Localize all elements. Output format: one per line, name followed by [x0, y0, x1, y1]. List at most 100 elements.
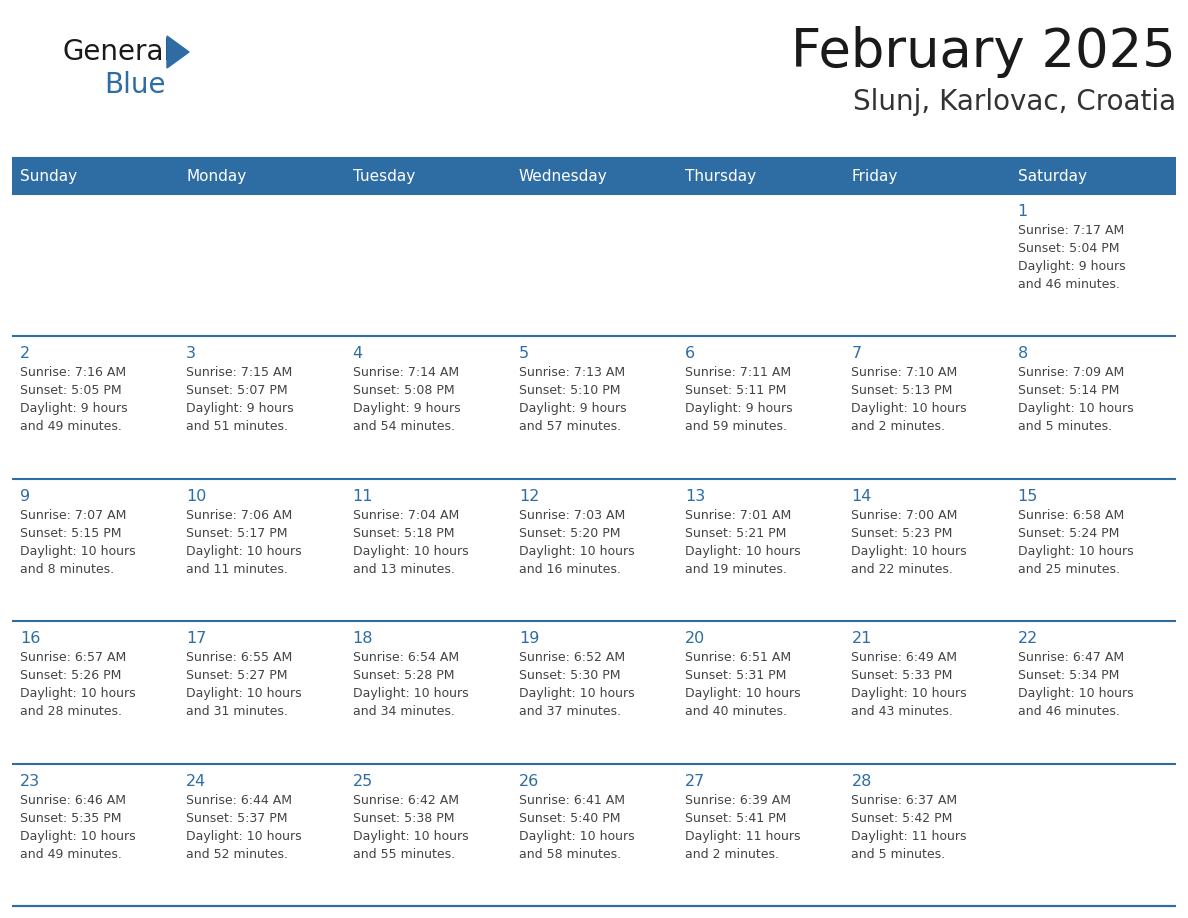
Text: Daylight: 10 hours: Daylight: 10 hours	[187, 688, 302, 700]
Text: and 5 minutes.: and 5 minutes.	[1018, 420, 1112, 433]
Text: and 34 minutes.: and 34 minutes.	[353, 705, 455, 718]
Text: and 2 minutes.: and 2 minutes.	[852, 420, 946, 433]
Text: Daylight: 10 hours: Daylight: 10 hours	[353, 830, 468, 843]
Text: Daylight: 10 hours: Daylight: 10 hours	[1018, 402, 1133, 416]
Text: 10: 10	[187, 488, 207, 504]
Text: Sunrise: 7:01 AM: Sunrise: 7:01 AM	[685, 509, 791, 521]
Text: Sunset: 5:17 PM: Sunset: 5:17 PM	[187, 527, 287, 540]
Text: 4: 4	[353, 346, 362, 362]
Text: Slunj, Karlovac, Croatia: Slunj, Karlovac, Croatia	[853, 88, 1176, 116]
Text: 11: 11	[353, 488, 373, 504]
Text: Sunset: 5:27 PM: Sunset: 5:27 PM	[187, 669, 287, 682]
Bar	[12, 158, 1176, 194]
Text: 12: 12	[519, 488, 539, 504]
Text: and 57 minutes.: and 57 minutes.	[519, 420, 621, 433]
Text: Sunset: 5:08 PM: Sunset: 5:08 PM	[353, 385, 454, 397]
Text: Sunrise: 6:39 AM: Sunrise: 6:39 AM	[685, 793, 791, 807]
Text: and 51 minutes.: and 51 minutes.	[187, 420, 289, 433]
Text: Sunrise: 7:09 AM: Sunrise: 7:09 AM	[1018, 366, 1124, 379]
Text: Daylight: 10 hours: Daylight: 10 hours	[20, 830, 135, 843]
Text: and 46 minutes.: and 46 minutes.	[1018, 705, 1119, 718]
Text: and 8 minutes.: and 8 minutes.	[20, 563, 114, 576]
Text: Saturday: Saturday	[1018, 169, 1087, 184]
Text: and 31 minutes.: and 31 minutes.	[187, 705, 289, 718]
Text: Sunrise: 7:04 AM: Sunrise: 7:04 AM	[353, 509, 459, 521]
Text: and 37 minutes.: and 37 minutes.	[519, 705, 621, 718]
Text: Sunrise: 6:54 AM: Sunrise: 6:54 AM	[353, 651, 459, 665]
Text: Daylight: 10 hours: Daylight: 10 hours	[187, 830, 302, 843]
Text: Sunrise: 7:06 AM: Sunrise: 7:06 AM	[187, 509, 292, 521]
Text: 1: 1	[1018, 204, 1028, 219]
Text: Sunrise: 6:49 AM: Sunrise: 6:49 AM	[852, 651, 958, 665]
Text: Sunset: 5:04 PM: Sunset: 5:04 PM	[1018, 242, 1119, 255]
Text: Thursday: Thursday	[685, 169, 757, 184]
Text: 19: 19	[519, 632, 539, 646]
Text: Sunrise: 6:58 AM: Sunrise: 6:58 AM	[1018, 509, 1124, 521]
Text: Daylight: 10 hours: Daylight: 10 hours	[1018, 688, 1133, 700]
Text: Sunset: 5:23 PM: Sunset: 5:23 PM	[852, 527, 953, 540]
Text: and 2 minutes.: and 2 minutes.	[685, 847, 779, 860]
Text: Sunrise: 7:13 AM: Sunrise: 7:13 AM	[519, 366, 625, 379]
Text: and 22 minutes.: and 22 minutes.	[852, 563, 953, 576]
Text: Sunset: 5:26 PM: Sunset: 5:26 PM	[20, 669, 121, 682]
Text: Friday: Friday	[852, 169, 898, 184]
Polygon shape	[168, 36, 189, 68]
Text: Monday: Monday	[187, 169, 247, 184]
Text: Sunset: 5:31 PM: Sunset: 5:31 PM	[685, 669, 786, 682]
Text: Sunset: 5:30 PM: Sunset: 5:30 PM	[519, 669, 620, 682]
Text: Sunset: 5:38 PM: Sunset: 5:38 PM	[353, 812, 454, 824]
Text: Sunrise: 7:10 AM: Sunrise: 7:10 AM	[852, 366, 958, 379]
Text: Sunset: 5:14 PM: Sunset: 5:14 PM	[1018, 385, 1119, 397]
Text: 20: 20	[685, 632, 706, 646]
Text: Daylight: 10 hours: Daylight: 10 hours	[187, 544, 302, 558]
Text: Sunset: 5:10 PM: Sunset: 5:10 PM	[519, 385, 620, 397]
Bar	[12, 194, 1176, 906]
Text: 7: 7	[852, 346, 861, 362]
Text: and 13 minutes.: and 13 minutes.	[353, 563, 455, 576]
Text: and 16 minutes.: and 16 minutes.	[519, 563, 621, 576]
Text: Daylight: 10 hours: Daylight: 10 hours	[519, 688, 634, 700]
Text: Sunset: 5:41 PM: Sunset: 5:41 PM	[685, 812, 786, 824]
Text: Sunrise: 6:42 AM: Sunrise: 6:42 AM	[353, 793, 459, 807]
Text: and 28 minutes.: and 28 minutes.	[20, 705, 122, 718]
Text: Sunrise: 7:00 AM: Sunrise: 7:00 AM	[852, 509, 958, 521]
Text: Sunrise: 6:52 AM: Sunrise: 6:52 AM	[519, 651, 625, 665]
Text: 3: 3	[187, 346, 196, 362]
Text: Sunset: 5:11 PM: Sunset: 5:11 PM	[685, 385, 786, 397]
Text: and 5 minutes.: and 5 minutes.	[852, 847, 946, 860]
Text: and 59 minutes.: and 59 minutes.	[685, 420, 788, 433]
Text: Sunrise: 7:15 AM: Sunrise: 7:15 AM	[187, 366, 292, 379]
Text: Daylight: 10 hours: Daylight: 10 hours	[353, 544, 468, 558]
Text: Daylight: 10 hours: Daylight: 10 hours	[852, 402, 967, 416]
Text: Sunrise: 7:07 AM: Sunrise: 7:07 AM	[20, 509, 126, 521]
Text: and 58 minutes.: and 58 minutes.	[519, 847, 621, 860]
Text: 2: 2	[20, 346, 30, 362]
Text: 9: 9	[20, 488, 30, 504]
Text: Daylight: 9 hours: Daylight: 9 hours	[1018, 260, 1125, 273]
Text: and 11 minutes.: and 11 minutes.	[187, 563, 289, 576]
Text: and 46 minutes.: and 46 minutes.	[1018, 278, 1119, 291]
Text: Daylight: 11 hours: Daylight: 11 hours	[852, 830, 967, 843]
Text: Sunset: 5:20 PM: Sunset: 5:20 PM	[519, 527, 620, 540]
Text: Blue: Blue	[105, 71, 165, 99]
Text: Sunrise: 6:46 AM: Sunrise: 6:46 AM	[20, 793, 126, 807]
Text: and 40 minutes.: and 40 minutes.	[685, 705, 788, 718]
Text: Daylight: 10 hours: Daylight: 10 hours	[685, 688, 801, 700]
Text: Daylight: 10 hours: Daylight: 10 hours	[20, 544, 135, 558]
Text: Daylight: 10 hours: Daylight: 10 hours	[852, 688, 967, 700]
Text: Sunset: 5:34 PM: Sunset: 5:34 PM	[1018, 669, 1119, 682]
Text: Sunrise: 6:44 AM: Sunrise: 6:44 AM	[187, 793, 292, 807]
Text: 15: 15	[1018, 488, 1038, 504]
Text: Sunset: 5:24 PM: Sunset: 5:24 PM	[1018, 527, 1119, 540]
Text: 27: 27	[685, 774, 706, 789]
Text: Sunset: 5:05 PM: Sunset: 5:05 PM	[20, 385, 121, 397]
Text: Daylight: 10 hours: Daylight: 10 hours	[685, 544, 801, 558]
Text: and 52 minutes.: and 52 minutes.	[187, 847, 289, 860]
Text: Sunset: 5:28 PM: Sunset: 5:28 PM	[353, 669, 454, 682]
Text: Daylight: 10 hours: Daylight: 10 hours	[519, 830, 634, 843]
Text: Sunrise: 6:41 AM: Sunrise: 6:41 AM	[519, 793, 625, 807]
Text: Sunrise: 6:37 AM: Sunrise: 6:37 AM	[852, 793, 958, 807]
Text: Daylight: 10 hours: Daylight: 10 hours	[353, 688, 468, 700]
Text: Daylight: 10 hours: Daylight: 10 hours	[852, 544, 967, 558]
Text: Sunset: 5:35 PM: Sunset: 5:35 PM	[20, 812, 121, 824]
